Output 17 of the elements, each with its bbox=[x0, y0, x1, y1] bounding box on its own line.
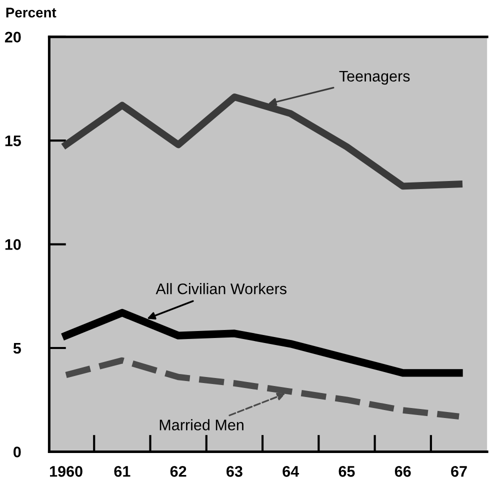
x-tick-label: 61 bbox=[114, 466, 130, 477]
y-tick-label: 20 bbox=[4, 32, 21, 43]
x-tick-label: 65 bbox=[338, 466, 355, 477]
y-tick-label: 0 bbox=[14, 446, 21, 458]
x-tick-label: 62 bbox=[170, 466, 186, 477]
y-tick-label: 5 bbox=[13, 343, 21, 354]
y-axis-title: Percent bbox=[6, 8, 56, 18]
series-label: All Civilian Workers bbox=[156, 283, 286, 294]
x-tick-label: 1960 bbox=[50, 466, 82, 477]
text: Teenagers bbox=[339, 70, 410, 85]
x-tick-label: 64 bbox=[282, 466, 300, 477]
y-tick-label: 10 bbox=[5, 239, 21, 250]
y-tick-label: 15 bbox=[5, 136, 21, 146]
x-tick-label: 63 bbox=[226, 466, 242, 477]
x-tick-label: 66 bbox=[394, 466, 411, 477]
legend-label: Married Men bbox=[160, 419, 244, 430]
x-tick-label: 67 bbox=[451, 466, 467, 477]
